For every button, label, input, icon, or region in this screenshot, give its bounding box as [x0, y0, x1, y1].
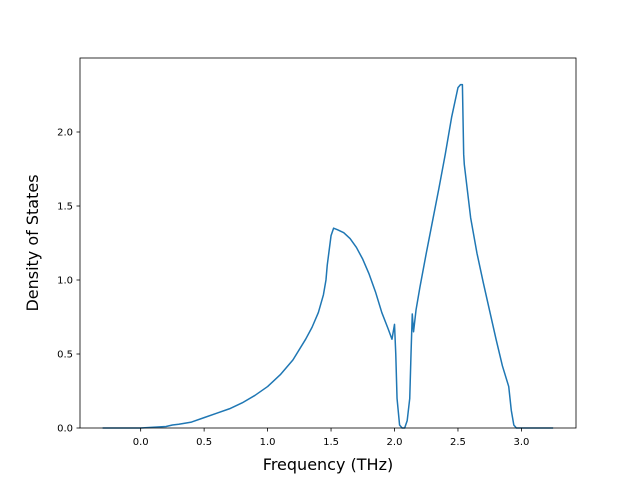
y-tick-label: 2.0: [57, 128, 73, 139]
x-tick-label: 1.5: [323, 437, 339, 448]
y-axis-ticks: 0.0 0.5 1.0 1.5 2.0: [57, 128, 80, 435]
x-axis-label: Frequency (THz): [263, 455, 393, 474]
x-tick-label: 0.5: [196, 437, 212, 448]
y-tick-label: 1.5: [57, 202, 73, 213]
x-tick-label: 2.0: [387, 437, 403, 448]
plot-area: [80, 58, 576, 428]
y-tick-label: 0.0: [57, 424, 73, 435]
y-tick-label: 0.5: [57, 350, 73, 361]
x-axis-ticks: 0.0 0.5 1.0 1.5 2.0 2.5 3.0: [133, 428, 529, 448]
y-tick-label: 1.0: [57, 276, 73, 287]
x-tick-label: 3.0: [513, 437, 529, 448]
x-tick-label: 1.0: [260, 437, 276, 448]
y-axis-label: Density of States: [23, 174, 42, 311]
series-layer: [102, 83, 554, 429]
series-line-0: [102, 83, 554, 429]
plot-frame: [79, 57, 577, 429]
x-tick-label: 2.5: [450, 437, 466, 448]
x-tick-label: 0.0: [133, 437, 149, 448]
